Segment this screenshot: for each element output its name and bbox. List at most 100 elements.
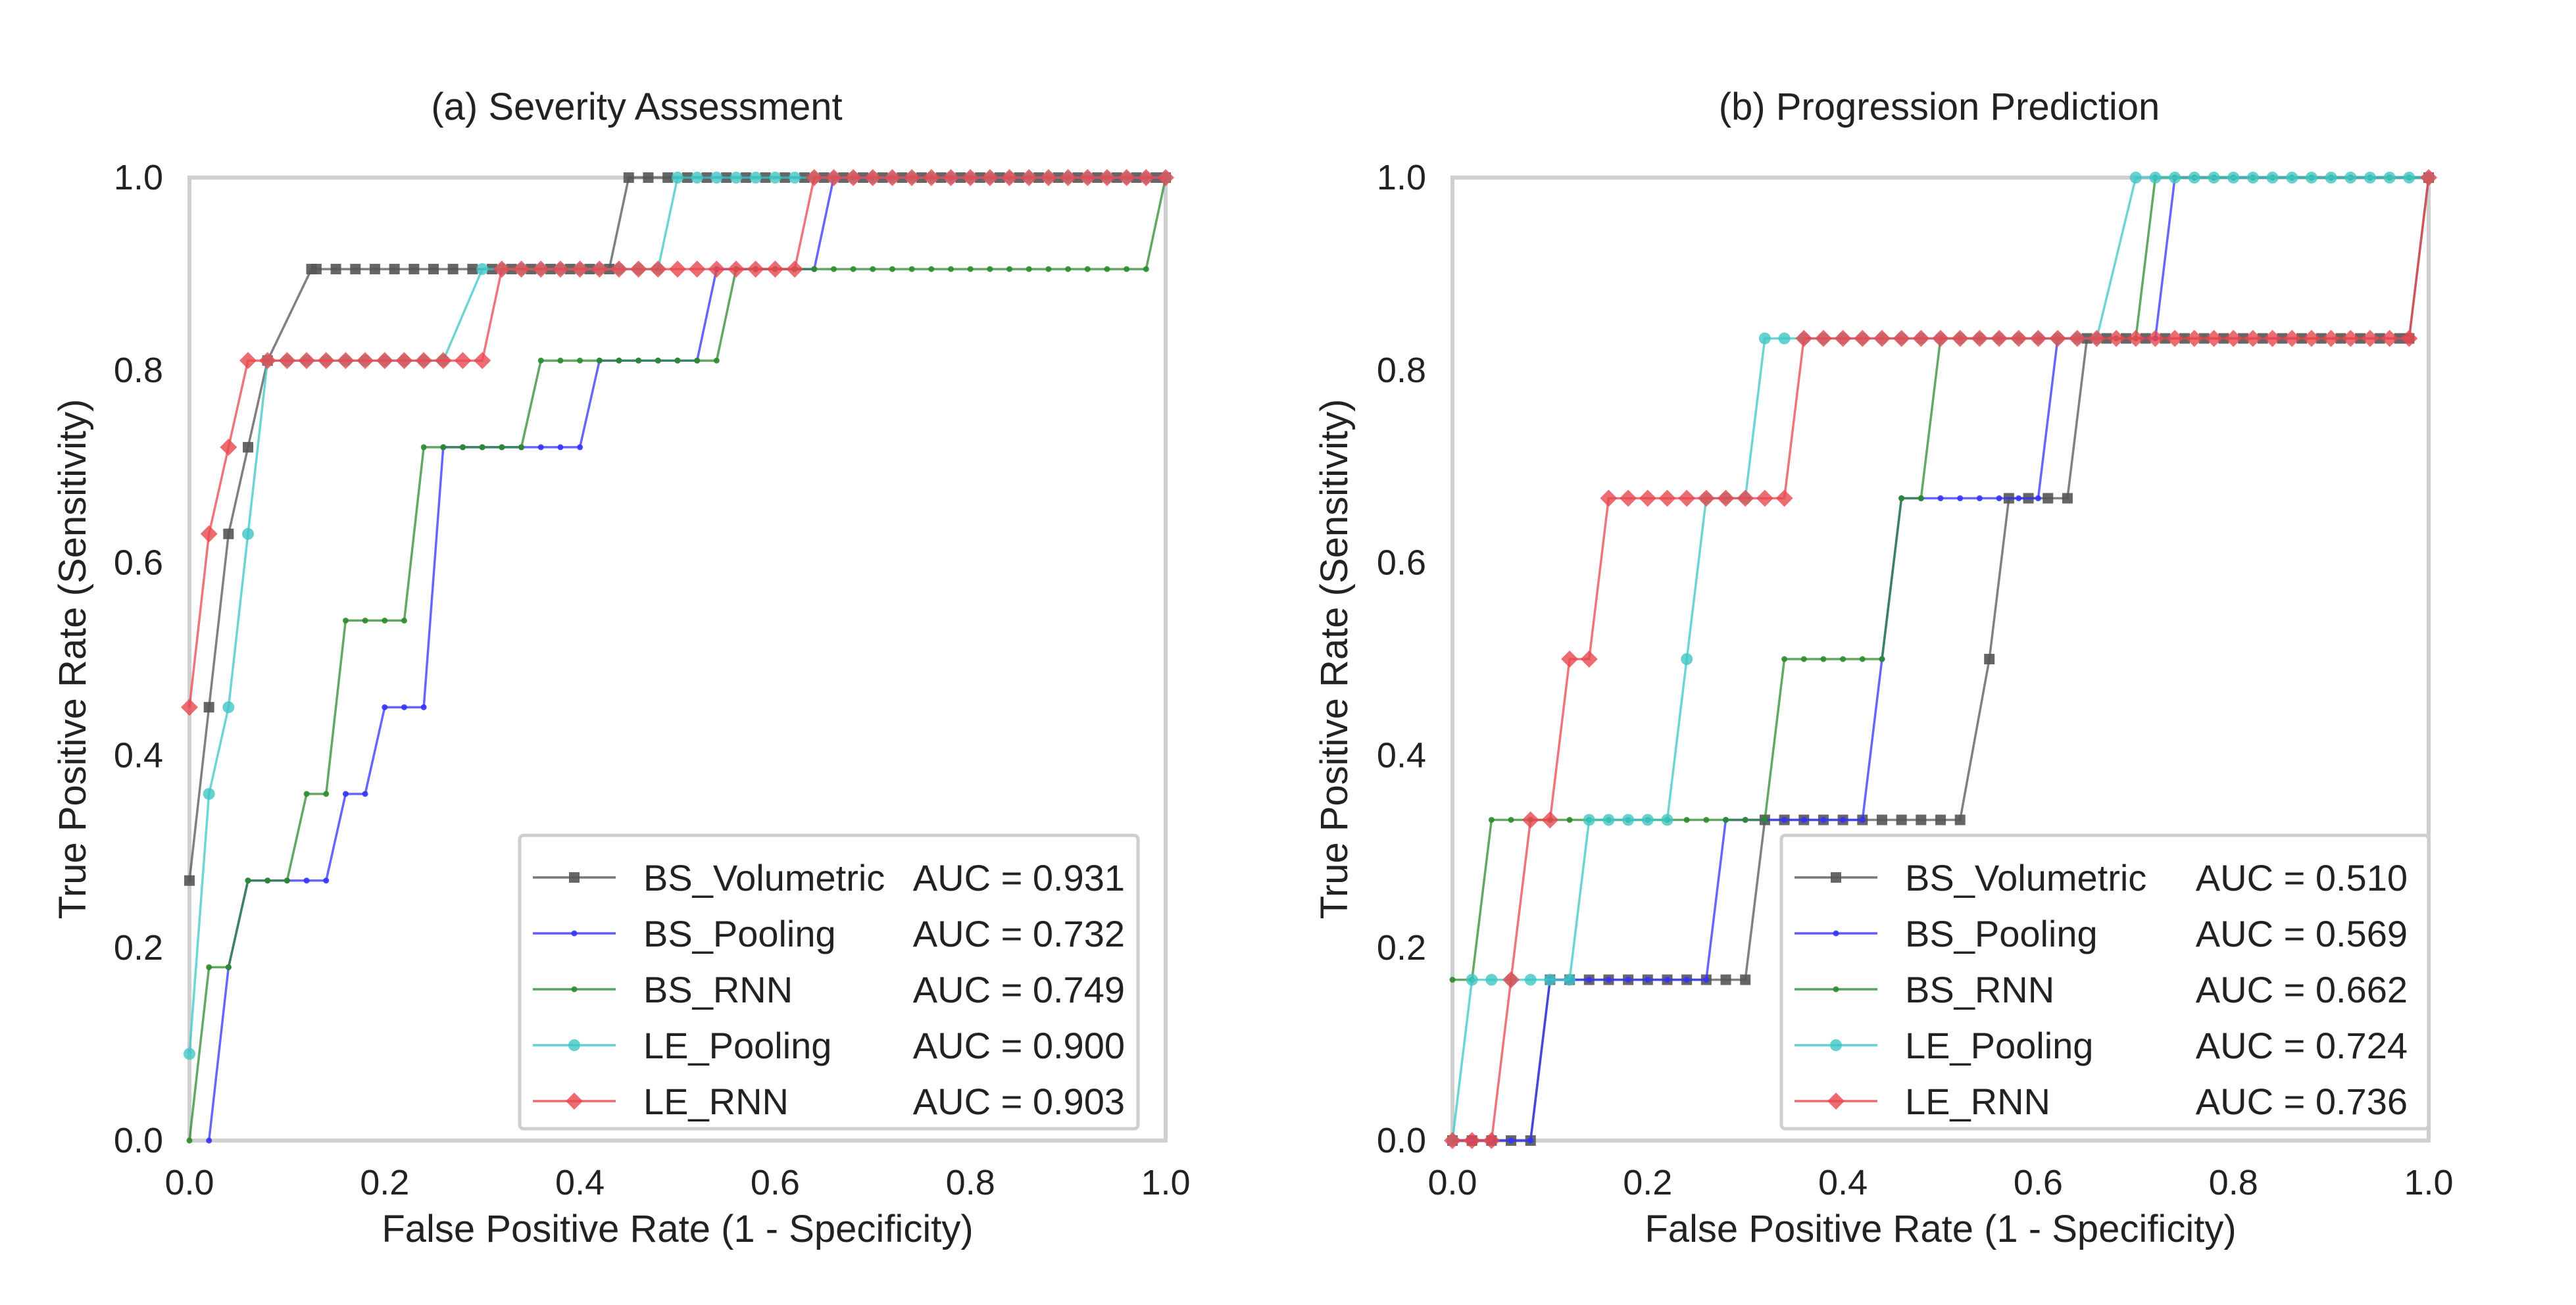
legend-marker	[1833, 930, 1839, 937]
data-point	[2246, 172, 2259, 184]
data-point	[1957, 495, 1964, 502]
data-point	[786, 260, 804, 278]
data-point	[382, 617, 388, 624]
data-point	[850, 266, 856, 272]
data-point	[310, 264, 322, 275]
legend-label: LE_RNN	[1905, 1081, 2050, 1122]
legend-label: LE_RNN	[643, 1081, 789, 1122]
series-line	[188, 176, 1166, 708]
data-point	[1697, 489, 1715, 507]
data-point	[2342, 330, 2360, 347]
data-point	[1991, 330, 2008, 347]
data-point	[303, 791, 310, 797]
data-point	[730, 172, 743, 184]
legend-entry: BS_Pooling AUC = 0.732	[533, 913, 1125, 954]
data-point	[889, 266, 895, 272]
data-point	[1541, 811, 1559, 829]
data-point	[512, 260, 530, 278]
data-point	[323, 877, 330, 884]
data-point	[323, 791, 330, 797]
data-point	[1583, 814, 1595, 826]
data-point	[499, 444, 505, 451]
data-point	[662, 172, 674, 183]
data-point	[551, 260, 569, 278]
legend-marker	[571, 930, 578, 937]
data-point	[688, 260, 706, 278]
data-point	[1681, 653, 1693, 665]
chart-title: (a) Severity Assessment	[431, 86, 842, 128]
legend-label: BS_RNN	[643, 969, 793, 1010]
legend-label: LE_Pooling	[1905, 1025, 2093, 1066]
data-point	[1098, 169, 1116, 186]
data-point	[454, 352, 472, 370]
data-point	[1854, 330, 1871, 347]
legend-entries: BS_Volumetric AUC = 0.931 BS_Pooling AUC = …	[533, 857, 1125, 1122]
x-axis-label: False Positive Rate (1 - Specificity)	[1645, 1208, 2236, 1250]
legend-label: BS_Volumetric	[1905, 857, 2146, 899]
data-point	[2208, 172, 2220, 184]
data-point	[2129, 172, 2142, 184]
data-point	[1059, 169, 1077, 186]
x-tick-label: 0.4	[555, 1163, 605, 1202]
data-point	[203, 787, 215, 800]
data-point	[420, 704, 427, 710]
data-point	[766, 260, 784, 278]
y-tick-label: 0.2	[114, 928, 163, 968]
data-point	[630, 260, 647, 278]
data-point	[591, 260, 608, 278]
data-point	[1800, 816, 1807, 823]
data-point	[1879, 656, 1885, 662]
data-point	[2225, 330, 2242, 347]
data-point	[434, 352, 452, 370]
data-point	[395, 352, 413, 370]
data-point	[1703, 977, 1710, 983]
data-point	[883, 169, 901, 186]
legend-auc-value: AUC = 0.903	[913, 1081, 1125, 1122]
data-point	[1508, 1137, 1514, 1144]
data-point	[2029, 330, 2047, 347]
data-point	[337, 352, 355, 370]
data-point	[357, 352, 374, 370]
data-point	[1045, 266, 1052, 272]
data-point	[635, 357, 642, 364]
data-point	[2205, 330, 2223, 347]
data-point	[243, 441, 254, 453]
data-point	[2325, 172, 2337, 184]
data-point	[928, 266, 935, 272]
data-point	[649, 260, 667, 278]
data-point	[2227, 172, 2240, 184]
data-point	[1444, 1132, 1461, 1149]
data-point	[1795, 330, 1813, 347]
legend-label: BS_Pooling	[643, 913, 836, 954]
data-point	[845, 169, 862, 186]
y-tick-label: 0.0	[114, 1121, 163, 1160]
data-point	[298, 352, 316, 370]
data-point	[2010, 330, 2027, 347]
data-point	[577, 357, 583, 364]
y-tick-label: 1.0	[1377, 158, 1426, 197]
data-point	[571, 260, 589, 278]
y-axis-label: True Positive Rate (Sensitivity)	[51, 399, 94, 920]
x-tick-label: 0.6	[751, 1163, 800, 1202]
legend-marker	[1830, 1039, 1842, 1051]
data-point	[1954, 814, 1966, 825]
legend-auc-value: AUC = 0.749	[913, 969, 1125, 1010]
legend-marker	[568, 1039, 580, 1051]
y-tick-label: 0.0	[1377, 1121, 1426, 1160]
data-point	[203, 702, 214, 713]
data-point	[401, 704, 407, 710]
data-point	[401, 617, 407, 624]
data-point	[278, 352, 296, 370]
data-point	[2068, 330, 2086, 347]
data-point	[825, 169, 843, 186]
legend-entry: LE_Pooling AUC = 0.724	[1795, 1025, 2408, 1066]
data-point	[1586, 977, 1593, 983]
data-point	[870, 266, 876, 272]
data-point	[264, 877, 271, 884]
data-point	[710, 172, 723, 184]
data-point	[616, 357, 622, 364]
data-point	[1834, 330, 1852, 347]
legend: BS_Volumetric AUC = 0.510 BS_Pooling AUC = …	[1779, 833, 2431, 1131]
legend-label: BS_Volumetric	[643, 857, 885, 899]
data-point	[1762, 816, 1768, 823]
